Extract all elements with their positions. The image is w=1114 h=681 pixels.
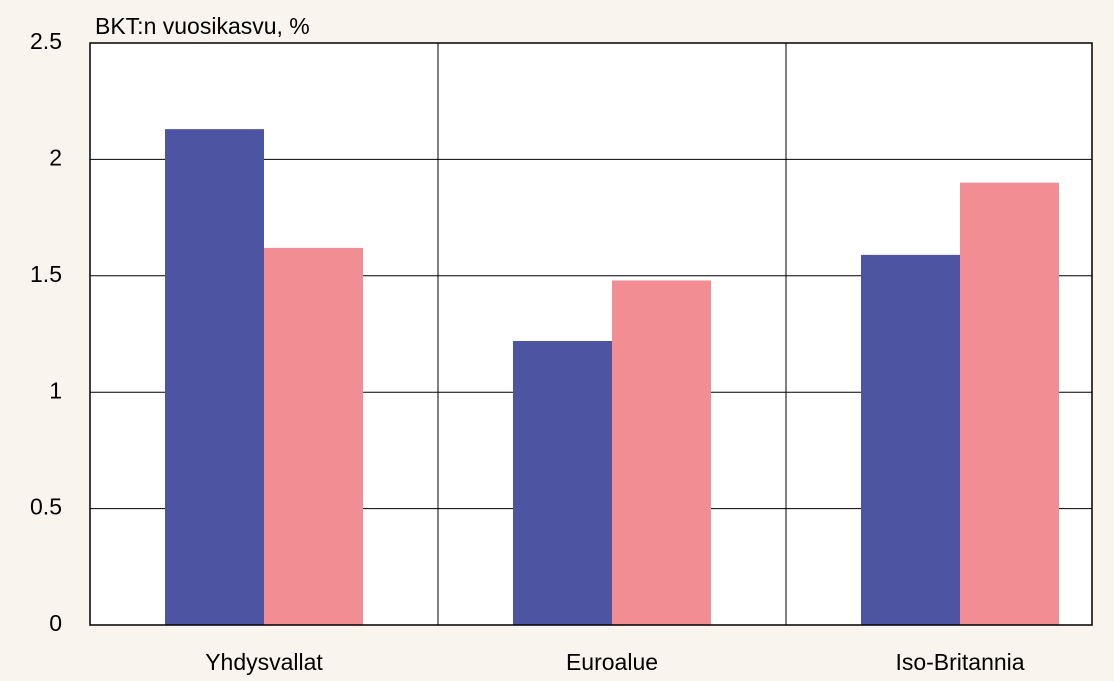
bar bbox=[264, 247, 363, 625]
y-tick-label: 0.5 bbox=[30, 494, 62, 520]
bar bbox=[165, 129, 264, 626]
bar bbox=[861, 254, 960, 625]
x-tick-label: Iso-Britannia bbox=[895, 649, 1024, 675]
y-tick-label: 2.5 bbox=[30, 28, 62, 54]
x-tick-label: Yhdysvallat bbox=[205, 649, 323, 675]
y-tick-label: 1.5 bbox=[30, 261, 62, 287]
bar bbox=[513, 340, 612, 625]
y-tick-label: 0 bbox=[49, 610, 62, 636]
bar bbox=[960, 182, 1059, 625]
y-tick-label: 2 bbox=[49, 144, 62, 170]
chart-title: BKT:n vuosikasvu, % bbox=[95, 13, 310, 39]
bar bbox=[612, 280, 711, 625]
plot-border bbox=[89, 42, 1093, 626]
x-tick-label: Euroalue bbox=[566, 649, 658, 675]
y-tick-label: 1 bbox=[49, 377, 62, 403]
